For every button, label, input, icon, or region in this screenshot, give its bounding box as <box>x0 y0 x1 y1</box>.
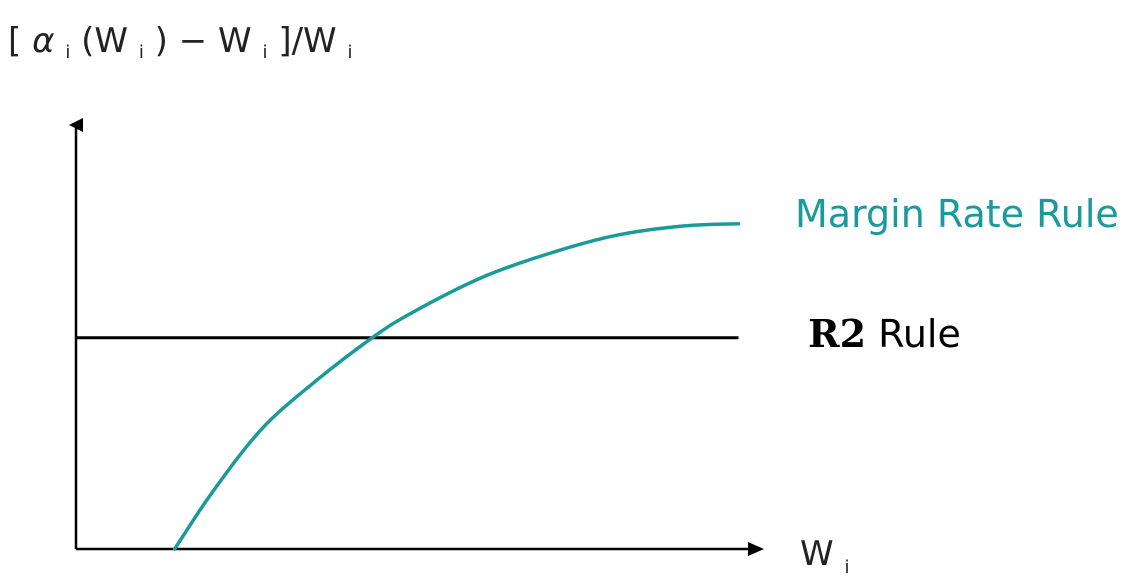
ylabel-mid-1: (W <box>81 21 128 61</box>
ylabel-sub-3: i <box>262 42 267 63</box>
series-label-r2-rule: R2 Rule <box>808 311 961 356</box>
series-line-margin-rate-rule <box>172 222 741 551</box>
ylabel-open: [ <box>8 21 32 61</box>
series-label-r2-rest: Rule <box>878 312 961 356</box>
ylabel-mid-2: ) − W <box>155 21 252 61</box>
ylabel-mid-3: ]/W <box>278 21 336 61</box>
series-label-margin-rate-rule: Margin Rate Rule <box>795 192 1119 236</box>
series-label-r2-bold: R2 <box>808 311 866 356</box>
xlabel-main: W <box>800 534 834 574</box>
ylabel-sub-1: i <box>65 42 70 63</box>
x-axis-arrowhead <box>748 542 764 556</box>
ylabel-sub-4: i <box>347 42 352 63</box>
xlabel-sub: i <box>844 557 849 578</box>
ylabel-alpha: α <box>32 21 54 61</box>
ylabel-sub-2: i <box>139 42 144 63</box>
x-axis-label: W i <box>800 534 849 578</box>
y-axis-label: [ α i (W i ) − W i ]/W i <box>8 21 352 67</box>
